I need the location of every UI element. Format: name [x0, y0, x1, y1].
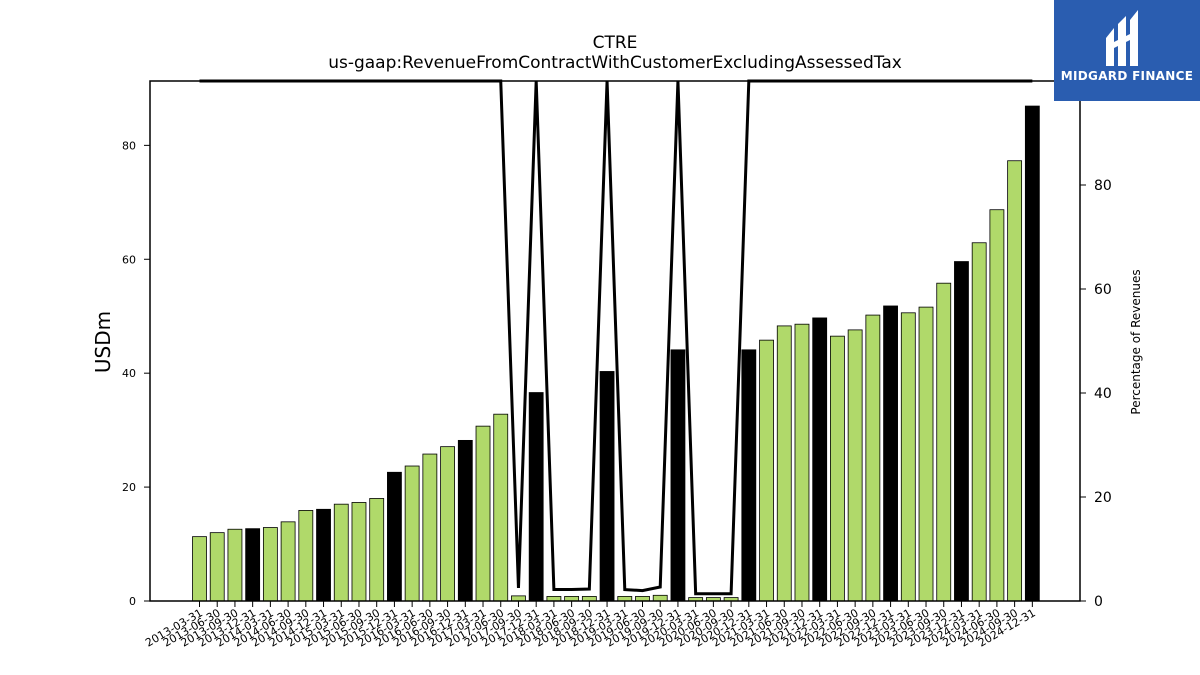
bar-2024-09-30 — [1007, 160, 1023, 602]
bar-2021-06-30 — [776, 325, 792, 602]
bar-2019-09-30 — [652, 594, 668, 602]
bar-2020-12-31 — [741, 349, 757, 602]
bar-2023-09-30 — [936, 282, 952, 602]
bar-2022-06-30 — [847, 329, 863, 602]
bar-2016-12-31 — [457, 439, 473, 602]
bar-2013-03-31 — [192, 536, 207, 602]
bar-2023-06-30 — [918, 306, 934, 602]
bar-2013-06-30 — [209, 532, 225, 602]
chart-subtitle: us-gaap:RevenueFromContractWithCustomerE… — [328, 53, 902, 73]
bar-2016-03-31 — [404, 465, 420, 602]
y-tick-label: 80 — [122, 139, 136, 152]
bar-2014-12-31 — [316, 508, 331, 602]
bar-2023-12-31 — [954, 261, 969, 602]
bar-2022-03-31 — [830, 335, 845, 602]
bar-2013-09-30 — [227, 528, 243, 602]
bars-group — [192, 105, 1040, 602]
bar-2017-12-31 — [528, 392, 544, 602]
bar-2022-09-30 — [865, 314, 881, 602]
bar-2014-03-31 — [262, 527, 278, 602]
plot-frame — [149, 80, 1081, 602]
y-tick-label: 20 — [122, 481, 136, 494]
bar-2016-09-30 — [440, 446, 455, 602]
bar-2024-12-31 — [1024, 105, 1040, 602]
bar-2021-09-30 — [794, 323, 810, 602]
bar-2019-12-31 — [670, 349, 686, 602]
bar-2015-12-31 — [387, 471, 402, 602]
bar-2021-03-31 — [759, 339, 774, 602]
bar-2014-09-30 — [298, 510, 314, 602]
bar-2017-06-30 — [493, 413, 509, 602]
bar-2024-03-31 — [971, 242, 987, 602]
bar-2016-06-30 — [422, 453, 438, 602]
bar-2023-03-31 — [900, 312, 916, 602]
bar-2021-12-31 — [812, 317, 828, 602]
y-tick-label: 60 — [122, 253, 136, 266]
brand-logo: MIDGARD FINANCE — [1054, 0, 1200, 101]
bar-2015-03-31 — [333, 503, 349, 602]
y2-tick-label: 20 — [1094, 490, 1112, 506]
y-axis-label: USDm — [91, 311, 115, 373]
y2-tick-label: 80 — [1094, 178, 1112, 194]
bar-2015-09-30 — [369, 498, 385, 602]
chart-title: CTRE — [593, 33, 638, 53]
y-tick-label: 0 — [129, 595, 136, 608]
bar-2015-06-30 — [351, 502, 367, 602]
bar-2024-06-30 — [989, 209, 1005, 602]
axes-group: 0204060800204060801002013-03-312013-06-3… — [122, 74, 1121, 650]
midgard-logo-icon — [1106, 10, 1138, 66]
bar-2022-12-31 — [883, 305, 898, 602]
bar-2017-09-30 — [511, 595, 526, 602]
brand-name: MIDGARD FINANCE — [1060, 69, 1194, 83]
bar-2014-06-30 — [280, 521, 296, 602]
bar-2017-03-31 — [475, 425, 491, 602]
bar-2018-12-31 — [599, 371, 615, 602]
y2-tick-label: 60 — [1094, 282, 1112, 298]
y2-tick-label: 0 — [1094, 594, 1103, 610]
y2-axis-label: Percentage of Revenues — [1129, 269, 1143, 414]
y2-tick-label: 40 — [1094, 386, 1112, 402]
bar-2013-12-31 — [245, 528, 261, 602]
y-tick-label: 40 — [122, 367, 136, 380]
